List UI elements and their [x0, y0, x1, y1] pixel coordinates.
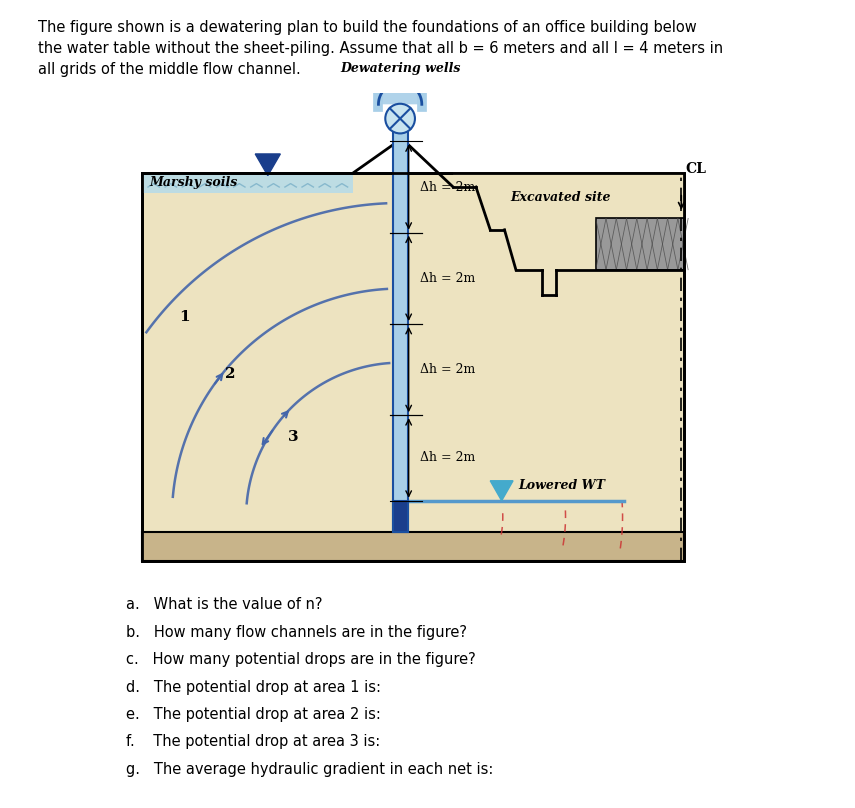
Bar [142, 532, 684, 561]
Text: Dewatering wells: Dewatering wells [340, 61, 460, 74]
Text: Δh = 2m: Δh = 2m [420, 452, 475, 465]
Bar [392, 110, 408, 532]
Text: 1: 1 [180, 310, 190, 324]
Text: Δh = 2m: Δh = 2m [420, 180, 475, 194]
Text: c.   How many potential drops are in the figure?: c. How many potential drops are in the f… [126, 652, 475, 667]
Bar [142, 173, 353, 193]
Text: Δh = 2m: Δh = 2m [420, 271, 475, 284]
Circle shape [386, 103, 415, 133]
Text: d.   The potential drop at area 1 is:: d. The potential drop at area 1 is: [126, 680, 381, 695]
Bar [142, 173, 684, 561]
Text: f.    The potential drop at area 3 is:: f. The potential drop at area 3 is: [126, 734, 380, 750]
Polygon shape [490, 481, 513, 501]
Polygon shape [256, 154, 280, 175]
Bar [596, 218, 684, 270]
Text: a.   What is the value of n?: a. What is the value of n? [126, 597, 322, 612]
Text: Marshy soils: Marshy soils [149, 176, 238, 189]
Text: Excavated site: Excavated site [510, 191, 610, 204]
Bar [142, 173, 684, 561]
Text: 2: 2 [225, 367, 235, 381]
Text: b.   How many flow channels are in the figure?: b. How many flow channels are in the fig… [126, 625, 467, 640]
Text: Lowered WT: Lowered WT [519, 479, 605, 492]
Bar [392, 501, 408, 532]
Text: e.   The potential drop at area 2 is:: e. The potential drop at area 2 is: [126, 707, 380, 722]
Text: The figure shown is a dewatering plan to build the foundations of an office buil: The figure shown is a dewatering plan to… [38, 20, 723, 78]
Polygon shape [453, 173, 684, 296]
Text: CL: CL [686, 162, 706, 175]
Text: 3: 3 [288, 430, 298, 444]
Text: g.   The average hydraulic gradient in each net is:: g. The average hydraulic gradient in eac… [126, 762, 493, 777]
Text: Δh = 2m: Δh = 2m [420, 363, 475, 376]
